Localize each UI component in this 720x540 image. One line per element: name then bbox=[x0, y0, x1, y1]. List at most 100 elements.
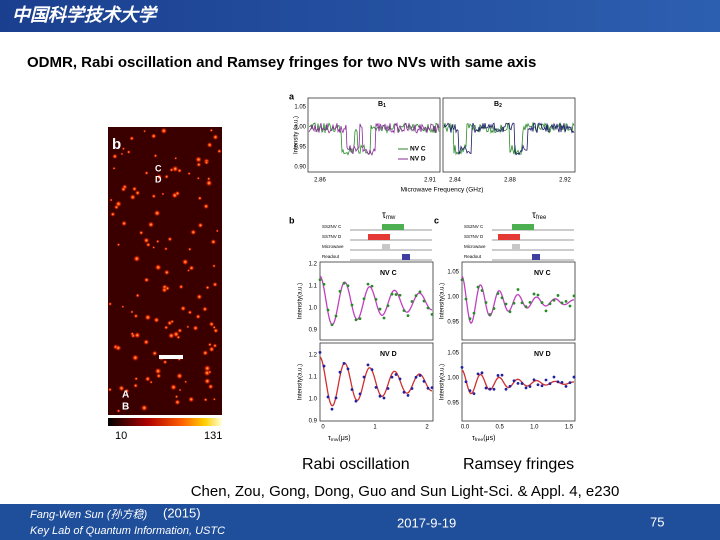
spot bbox=[163, 269, 170, 276]
label: D bbox=[155, 174, 162, 184]
data-point bbox=[516, 288, 520, 291]
label: Intensity(a.u.) bbox=[298, 364, 304, 400]
data-point bbox=[342, 281, 346, 285]
data-point bbox=[468, 317, 472, 321]
label: 0 bbox=[321, 425, 325, 431]
label: 1.2 bbox=[309, 353, 318, 359]
label: 0.9 bbox=[309, 328, 318, 334]
data-point bbox=[350, 303, 354, 307]
affiliation: Key Lab of Quantum Information, USTC bbox=[30, 525, 225, 537]
spot bbox=[131, 354, 139, 362]
spot bbox=[174, 156, 178, 160]
data-point bbox=[572, 294, 576, 298]
pulse bbox=[382, 224, 404, 230]
data-point bbox=[366, 282, 370, 286]
tau: τmw bbox=[382, 210, 396, 221]
data-point bbox=[410, 300, 414, 303]
label: 1 bbox=[373, 425, 377, 431]
spot bbox=[207, 383, 214, 390]
spot bbox=[203, 397, 208, 402]
spot bbox=[180, 305, 187, 312]
data-point bbox=[350, 388, 354, 391]
data-point bbox=[528, 385, 532, 388]
data-point bbox=[544, 378, 548, 382]
spot bbox=[169, 167, 174, 173]
spot bbox=[111, 153, 118, 160]
label: 1.5 bbox=[565, 425, 574, 431]
spot bbox=[153, 316, 160, 324]
spot bbox=[192, 324, 199, 332]
data-point bbox=[422, 299, 426, 303]
data-point bbox=[430, 386, 434, 390]
spot bbox=[153, 153, 158, 158]
spot bbox=[109, 198, 113, 202]
citation: Chen, Zou, Gong, Dong, Guo and Sun Light… bbox=[191, 483, 620, 500]
label: NV C bbox=[410, 146, 426, 153]
author: Fang-Wen Sun (孙方稳) bbox=[30, 508, 148, 521]
spot bbox=[202, 349, 209, 357]
data-point bbox=[564, 300, 568, 303]
label: a bbox=[289, 91, 295, 101]
pulse bbox=[512, 244, 520, 250]
spot bbox=[120, 152, 124, 156]
spot bbox=[196, 176, 200, 180]
data-point bbox=[374, 385, 378, 389]
spot bbox=[187, 247, 192, 252]
spot bbox=[151, 350, 158, 357]
data-point bbox=[540, 301, 544, 304]
spot bbox=[135, 293, 140, 298]
spot bbox=[161, 192, 165, 196]
spot bbox=[144, 375, 151, 382]
spot bbox=[108, 301, 113, 306]
data-point bbox=[362, 375, 366, 379]
data-point bbox=[492, 387, 496, 391]
data-point bbox=[334, 314, 338, 318]
spot bbox=[133, 255, 141, 263]
label: 0.95 bbox=[294, 145, 306, 151]
spot bbox=[153, 209, 161, 217]
spot bbox=[145, 242, 151, 248]
plot-frame bbox=[461, 342, 576, 422]
data-point bbox=[568, 381, 572, 385]
trace bbox=[308, 122, 440, 156]
data-point bbox=[418, 374, 422, 377]
spot bbox=[202, 306, 208, 313]
trace bbox=[443, 121, 575, 156]
data-point bbox=[318, 278, 322, 282]
spot bbox=[174, 190, 181, 197]
spot bbox=[205, 285, 210, 290]
data-point bbox=[488, 387, 492, 391]
spot bbox=[133, 383, 139, 389]
data-point bbox=[536, 293, 540, 297]
data-point bbox=[382, 396, 386, 400]
spot bbox=[207, 370, 212, 374]
data-point bbox=[322, 364, 326, 368]
spot bbox=[155, 373, 162, 379]
label: 2.84 bbox=[449, 178, 461, 184]
data-point bbox=[468, 389, 472, 393]
data-point bbox=[354, 318, 358, 322]
data-point bbox=[552, 298, 556, 302]
pulse bbox=[512, 224, 534, 230]
spot bbox=[212, 264, 216, 268]
data-point bbox=[366, 363, 370, 367]
spot bbox=[110, 211, 116, 217]
axis-label: τfree(μs) bbox=[472, 435, 495, 443]
slide-title: ODMR, Rabi oscillation and Ramsey fringe… bbox=[27, 54, 536, 71]
year: (2015) bbox=[163, 505, 201, 520]
spot bbox=[143, 277, 150, 283]
data-point bbox=[564, 384, 568, 388]
data-point bbox=[342, 362, 346, 365]
spot bbox=[190, 229, 197, 236]
data-point bbox=[524, 305, 528, 309]
spot bbox=[188, 264, 195, 272]
caption: Rabi oscillation bbox=[302, 456, 410, 473]
data-point bbox=[520, 301, 524, 305]
spot bbox=[170, 383, 178, 391]
footer-bar bbox=[0, 504, 720, 540]
data-point bbox=[476, 372, 480, 376]
data-point bbox=[472, 311, 476, 315]
data-point bbox=[362, 297, 366, 301]
data-point bbox=[358, 392, 362, 396]
